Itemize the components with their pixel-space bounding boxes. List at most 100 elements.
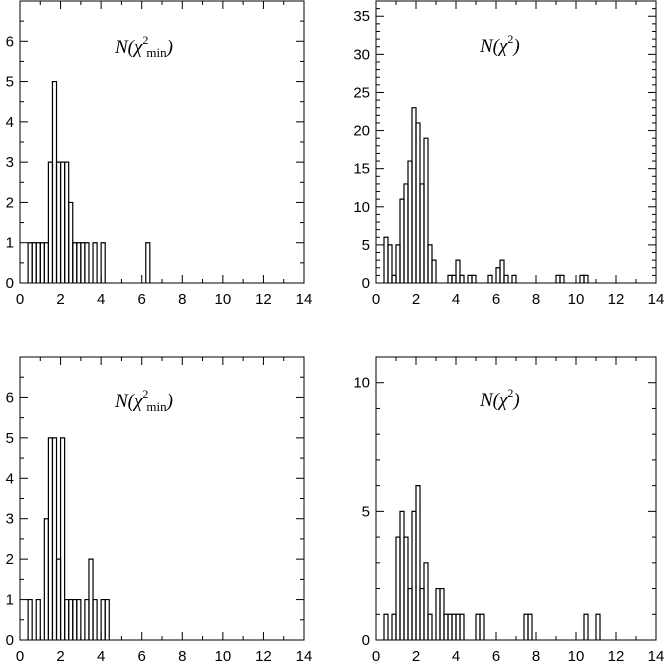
y-tick-label: 0 xyxy=(6,275,14,292)
histogram-bar xyxy=(487,274,493,283)
x-tick-label: 12 xyxy=(608,291,625,308)
y-tick-label: 5 xyxy=(6,430,14,447)
histogram-bar xyxy=(455,259,461,283)
x-tick-label: 2 xyxy=(412,648,420,662)
x-tick-label: 10 xyxy=(568,648,585,662)
y-tick-label: 30 xyxy=(353,46,370,63)
panel-title: N(χ2) xyxy=(479,386,520,411)
histogram-bar xyxy=(503,274,509,283)
y-tick-label: 2 xyxy=(6,551,14,568)
histogram-bar xyxy=(59,161,66,283)
panel-title-close: ) xyxy=(512,36,519,57)
histogram-bar xyxy=(76,598,82,640)
histogram-bar xyxy=(68,201,74,283)
histogram-bar xyxy=(51,80,58,283)
y-tick-label: 3 xyxy=(6,511,14,528)
axes-frame xyxy=(19,0,305,284)
panel-title-sup: 2 xyxy=(507,386,513,400)
histogram-bar xyxy=(527,613,533,640)
x-tick-label: 0 xyxy=(372,648,380,662)
x-tick-label: 6 xyxy=(138,291,146,308)
histogram-bar xyxy=(68,598,74,640)
y-tick-label: 1 xyxy=(6,235,14,252)
panel-title-close: ) xyxy=(166,37,173,58)
panel-title-sub: min xyxy=(146,399,167,414)
panel-title: N(χ2 min) xyxy=(114,387,173,414)
histogram-bar xyxy=(100,242,106,283)
histogram-bar xyxy=(35,598,41,640)
histogram-bar xyxy=(51,437,58,640)
x-tick-label: 8 xyxy=(532,648,540,662)
x-tick-label: 8 xyxy=(178,648,186,662)
x-tick-label: 12 xyxy=(255,291,272,308)
x-tick-label: 2 xyxy=(56,648,64,662)
panel-title-main: N(χ xyxy=(114,37,143,58)
histogram-bar xyxy=(427,613,433,640)
x-tick-label: 0 xyxy=(16,648,24,662)
histogram-bar xyxy=(27,242,33,283)
y-tick-label: 10 xyxy=(353,375,370,392)
x-tick-label: 0 xyxy=(372,291,380,308)
histogram-bar xyxy=(84,242,90,283)
histogram-bar xyxy=(72,242,78,283)
histogram-bar xyxy=(387,244,393,283)
y-tick-label: 4 xyxy=(6,114,14,131)
x-tick-label: 14 xyxy=(648,291,665,308)
y-tick-label: 6 xyxy=(6,33,14,50)
histogram-bar xyxy=(47,161,54,283)
y-tick-label: 6 xyxy=(6,389,14,406)
x-tick-label: 10 xyxy=(215,648,232,662)
panel-title-sup: 2 xyxy=(507,32,513,46)
y-tick-label: 1 xyxy=(6,592,14,609)
histogram-bar xyxy=(43,518,49,640)
x-tick-label: 12 xyxy=(255,648,272,662)
histogram-bar xyxy=(72,598,78,640)
histogram-bar xyxy=(59,437,66,640)
histogram-bar xyxy=(84,598,90,640)
x-tick-label: 4 xyxy=(97,291,105,308)
x-tick-label: 10 xyxy=(568,291,585,308)
histogram-bar xyxy=(499,259,505,283)
panel-title-close: ) xyxy=(512,390,519,411)
panel-title-sup: 2 xyxy=(142,33,148,47)
x-tick-label: 4 xyxy=(452,648,460,662)
y-tick-label: 0 xyxy=(362,275,370,292)
histogram-bar xyxy=(43,242,49,283)
x-tick-label: 8 xyxy=(532,291,540,308)
x-tick-label: 12 xyxy=(608,648,625,662)
y-tick-label: 10 xyxy=(353,199,370,216)
x-tick-label: 14 xyxy=(296,648,313,662)
y-tick-label: 4 xyxy=(6,470,14,487)
histogram-bar xyxy=(104,598,110,640)
histogram-bar xyxy=(583,613,589,640)
histogram-bar xyxy=(423,562,429,640)
panel-title-main: N(χ xyxy=(479,390,508,411)
x-tick-label: 4 xyxy=(97,648,105,662)
histogram-bar xyxy=(27,598,33,640)
panel-title-sup: 2 xyxy=(142,387,148,401)
histogram-bar xyxy=(459,613,465,640)
histogram-bar xyxy=(471,274,477,283)
y-tick-label: 20 xyxy=(353,123,370,140)
y-tick-label: 3 xyxy=(6,154,14,171)
y-tick-label: 5 xyxy=(362,503,370,520)
y-tick-label: 5 xyxy=(6,74,14,91)
histogram-bar xyxy=(100,598,106,640)
histogram-bar xyxy=(92,598,98,640)
histogram-bar xyxy=(35,242,41,283)
x-tick-label: 6 xyxy=(138,648,146,662)
y-tick-label: 15 xyxy=(353,161,370,178)
y-tick-label: 2 xyxy=(6,194,14,211)
panel-title-close: ) xyxy=(166,391,173,412)
histogram-bar xyxy=(76,242,82,283)
x-tick-label: 6 xyxy=(492,648,500,662)
histogram-bar xyxy=(383,613,389,640)
histogram-bar xyxy=(88,558,94,640)
panel-title-sub: min xyxy=(146,45,167,60)
histogram-bar xyxy=(39,242,45,283)
histogram-bar xyxy=(55,558,62,640)
y-tick-label: 25 xyxy=(353,84,370,101)
histogram-bar xyxy=(423,137,429,283)
